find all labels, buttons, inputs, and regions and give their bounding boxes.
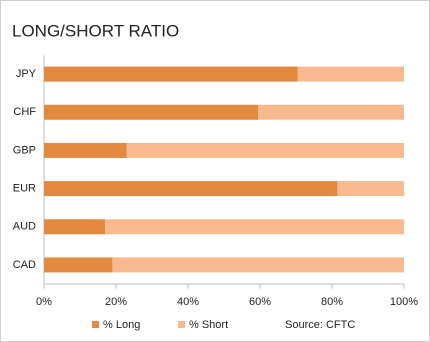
x-tick-label: 100%: [390, 296, 418, 308]
bar-segment: [126, 142, 405, 158]
y-tick-label: AUD: [13, 221, 36, 233]
bar-segment: [44, 181, 338, 197]
x-tick-label: 0%: [36, 296, 52, 308]
x-tick-label: 20%: [105, 296, 127, 308]
bar-segment: [44, 142, 127, 158]
y-tick-label: CHF: [13, 106, 36, 118]
bar-segment: [258, 104, 404, 120]
chart-title: LONG/SHORT RATIO: [12, 21, 179, 40]
legend-label: % Long: [103, 319, 140, 331]
y-tick-label: CAD: [13, 259, 36, 271]
bar-segment: [44, 104, 259, 120]
bar-segment: [105, 219, 404, 235]
legend-swatch: [92, 321, 99, 328]
y-tick-label: JPY: [16, 68, 37, 80]
x-tick-label: 80%: [321, 296, 343, 308]
bar-segment: [44, 66, 298, 82]
bar-segment: [297, 66, 404, 82]
annotation: Source: CFTC: [285, 319, 355, 331]
bar-segment: [112, 257, 405, 273]
bar-segment: [337, 181, 404, 197]
bar-segment: [44, 257, 113, 273]
legend-label: % Short: [189, 319, 228, 331]
x-tick-label: 40%: [177, 296, 199, 308]
y-tick-label: EUR: [13, 182, 36, 194]
y-tick-label: GBP: [13, 144, 36, 156]
bar-segment: [44, 219, 106, 235]
x-tick-label: 60%: [249, 296, 271, 308]
legend-swatch: [178, 321, 185, 328]
